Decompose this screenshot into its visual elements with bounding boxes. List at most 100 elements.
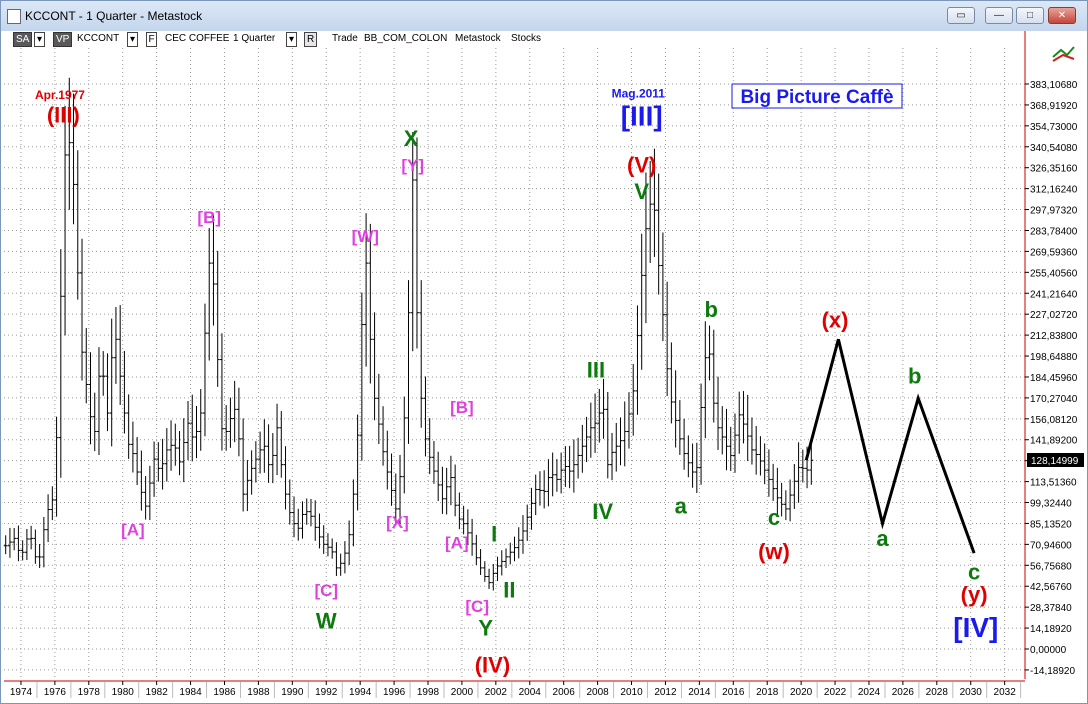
wave-label: II [503,577,515,602]
x-tick-label: 1990 [281,687,304,698]
x-tick-label: 1998 [417,687,440,698]
period-label: 1 Quarter [233,33,276,44]
x-tick-label: 2000 [451,687,474,698]
y-axis-layer: 383,10680 368,91920 354,73000 340,54080 326,… [1025,80,1084,677]
y-tick-label: 42,56760 [1030,582,1072,593]
y-tick-label: 241,21640 [1030,289,1078,300]
y-tick-label: 283,78400 [1030,226,1078,237]
x-tick-label: 1982 [146,687,169,698]
wave-label: (III) [47,103,80,128]
x-tick-label: 1986 [213,687,236,698]
x-tick-label: 2006 [553,687,576,698]
wave-labels-layer: (III)[A][B][C]W[W][X]X[Y][B][A][C]IIIY(I… [35,86,998,677]
maximize-button[interactable]: □ [1016,7,1044,24]
wave-label: V [634,179,649,204]
minimize-button[interactable]: — [985,7,1013,24]
trade-label: Trade [332,33,358,44]
y-tick-label: 85,13520 [1030,519,1072,530]
chart-tools-icon[interactable] [1052,46,1075,62]
chart-title-box: Big Picture Caffè [731,83,903,109]
wave-label: [Y] [401,156,424,175]
document-icon [7,9,21,24]
y-tick-label: 340,54080 [1030,143,1078,154]
x-tick-label: 1988 [247,687,270,698]
close-button[interactable]: ✕ [1048,7,1076,24]
x-tick-label: 2024 [858,687,881,698]
x-tick-label: 2018 [756,687,779,698]
f-button[interactable]: F [146,32,157,47]
x-tick-label: 2012 [654,687,677,698]
last-price-label: 128,14999 [1031,456,1079,467]
wave-label: Y [478,616,493,641]
y-tick-label: 56,75680 [1030,561,1072,572]
x-tick-label: 2028 [926,687,949,698]
y-tick-label: 269,59360 [1030,247,1078,258]
wave-label: b [705,297,718,322]
source-label: BB_COM_COLON [364,33,448,44]
wave-label: [A] [121,520,145,539]
wave-label: X [404,126,419,151]
y-tick-label: 99,32440 [1030,499,1072,510]
plot-area [4,48,1025,679]
y-tick-label: 212,83800 [1030,331,1078,342]
projection-line [804,338,976,554]
y-tick-label: 141,89200 [1030,436,1078,447]
wave-label: [IV] [953,612,998,643]
app-label: Metastock [455,33,501,44]
y-tick-label: 198,64880 [1030,352,1078,363]
x-tick-label: 2014 [688,687,711,698]
symbol-dropdown-icon[interactable]: ▾ [127,32,138,47]
x-tick-label: 2010 [620,687,643,698]
sa-dropdown-icon[interactable]: ▾ [34,32,45,47]
date-annotation: Apr.1977 [35,88,85,102]
y-tick-label: 184,45960 [1030,373,1078,384]
x-tick-label: 1980 [112,687,135,698]
restore-chart-button[interactable]: ▭ [947,7,975,24]
wave-label: (x) [822,307,849,332]
sa-button[interactable]: SA [13,32,33,47]
x-tick-label: 2002 [485,687,508,698]
vp-button[interactable]: VP [53,32,73,47]
wave-label: [C] [465,597,489,616]
y-tick-label: 312,16240 [1030,185,1078,196]
x-tick-label: 2020 [790,687,813,698]
type-label: Stocks [511,33,542,44]
wave-label: a [876,526,889,551]
y-tick-label: 113,51360 [1030,478,1077,489]
x-tick-label: 2030 [960,687,983,698]
wave-label: [III] [621,100,663,131]
y-tick-label: 326,35160 [1030,164,1078,175]
y-tick-label: 354,73000 [1030,122,1078,133]
wave-label: a [675,493,688,518]
y-tick-label: 70,94600 [1030,540,1072,551]
x-tick-label: 1994 [349,687,372,698]
y-axis-panel [1025,48,1087,679]
security-name: CEC COFFEE [165,33,230,44]
y-tick-label: 0,00000 [1030,645,1067,656]
x-tick-label: 1976 [44,687,67,698]
r-button[interactable]: R [304,32,318,47]
last-price-marker [1027,453,1084,468]
date-annotation: Mag.2011 [612,86,666,100]
x-tick-label: 2004 [519,687,542,698]
wave-label: c [968,560,980,585]
wave-label: [A] [445,534,469,553]
x-tick-label: 1978 [78,687,101,698]
title-bar: KCCONT - 1 Quarter - Metastock ▭ — □ ✕ [1,1,1087,32]
y-tick-label: 227,02720 [1030,310,1078,321]
wave-label: I [491,521,497,546]
wave-label: (w) [758,539,790,564]
x-tick-label: 1974 [10,687,33,698]
y-tick-label: 156,08120 [1030,415,1078,426]
chart-title: Big Picture Caffè [740,87,893,108]
period-dropdown-icon[interactable]: ▾ [286,32,297,47]
wave-label: (y) [961,582,988,607]
wave-label: IV [592,499,613,524]
chart-toolbar: SA ▾ VP KCCONT ▾ F CEC COFFEE 1 Quarter … [1,31,1087,47]
price-bars-layer [3,77,814,591]
window-title: KCCONT - 1 Quarter - Metastock [25,9,203,23]
wave-label: b [908,364,921,389]
x-axis-panel [4,681,1025,699]
